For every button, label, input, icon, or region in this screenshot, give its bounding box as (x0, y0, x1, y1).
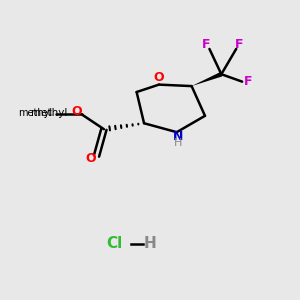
Text: methyl: methyl (31, 108, 67, 118)
Text: Cl: Cl (106, 236, 122, 251)
Text: O: O (86, 152, 97, 165)
Text: O: O (154, 71, 164, 84)
Text: F: F (244, 75, 252, 88)
Text: F: F (202, 38, 211, 51)
Text: H: H (144, 236, 156, 251)
Polygon shape (192, 72, 222, 86)
Text: F: F (235, 38, 243, 51)
Text: methyl: methyl (49, 114, 53, 115)
Text: H: H (174, 139, 182, 148)
Text: N: N (173, 130, 183, 143)
Text: methyl: methyl (18, 108, 52, 118)
Text: O: O (71, 106, 82, 118)
